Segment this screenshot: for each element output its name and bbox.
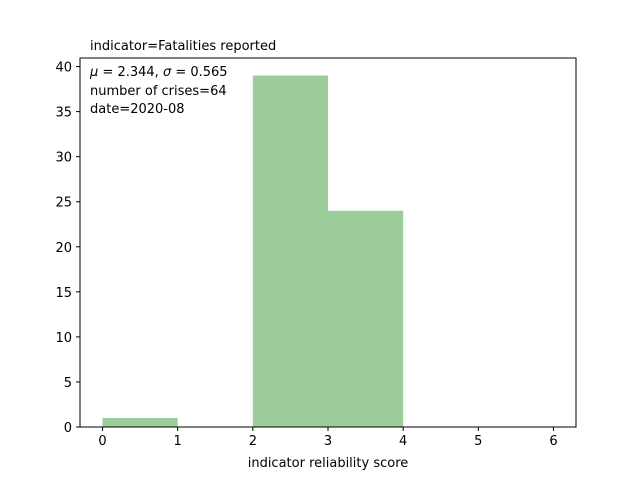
chart-title: indicator=Fatalities reported (90, 39, 276, 54)
histogram-bar-0 (102, 417, 178, 427)
stats-mu-value: 2.344 (117, 65, 154, 80)
y-tick-label: 30 (55, 151, 72, 166)
y-tick-label: 40 (55, 61, 72, 76)
x-axis-label: indicator reliability score (248, 456, 409, 471)
stats-sigma-value: 0.565 (190, 65, 227, 80)
x-tick-label: 6 (549, 434, 557, 449)
x-tick-label: 0 (98, 434, 106, 449)
y-tick-label: 5 (64, 376, 72, 391)
y-tick-label: 15 (55, 286, 72, 301)
y-axis-ticks: 0 5 10 15 20 25 30 35 40 (55, 61, 80, 436)
y-tick-label: 10 (55, 331, 72, 346)
y-tick-label: 25 (55, 196, 72, 211)
x-tick-label: 1 (174, 434, 182, 449)
stats-annotation: μ = 2.344, σ = 0.565 (89, 65, 228, 80)
y-tick-label: 20 (55, 241, 72, 256)
x-tick-label: 4 (399, 434, 407, 449)
date-annotation: date=2020-08 (90, 102, 185, 117)
histogram-bar-2 (252, 75, 328, 428)
bars-group (102, 75, 404, 428)
y-tick-label: 35 (55, 106, 72, 121)
y-tick-label: 0 (64, 421, 72, 436)
x-tick-label: 2 (249, 434, 257, 449)
x-axis-ticks: 0 1 2 3 4 5 6 (98, 427, 558, 449)
x-tick-label: 5 (474, 434, 482, 449)
crises-count-annotation: number of crises=64 (90, 84, 227, 99)
x-tick-label: 3 (324, 434, 332, 449)
histogram-bar-3 (328, 210, 404, 427)
